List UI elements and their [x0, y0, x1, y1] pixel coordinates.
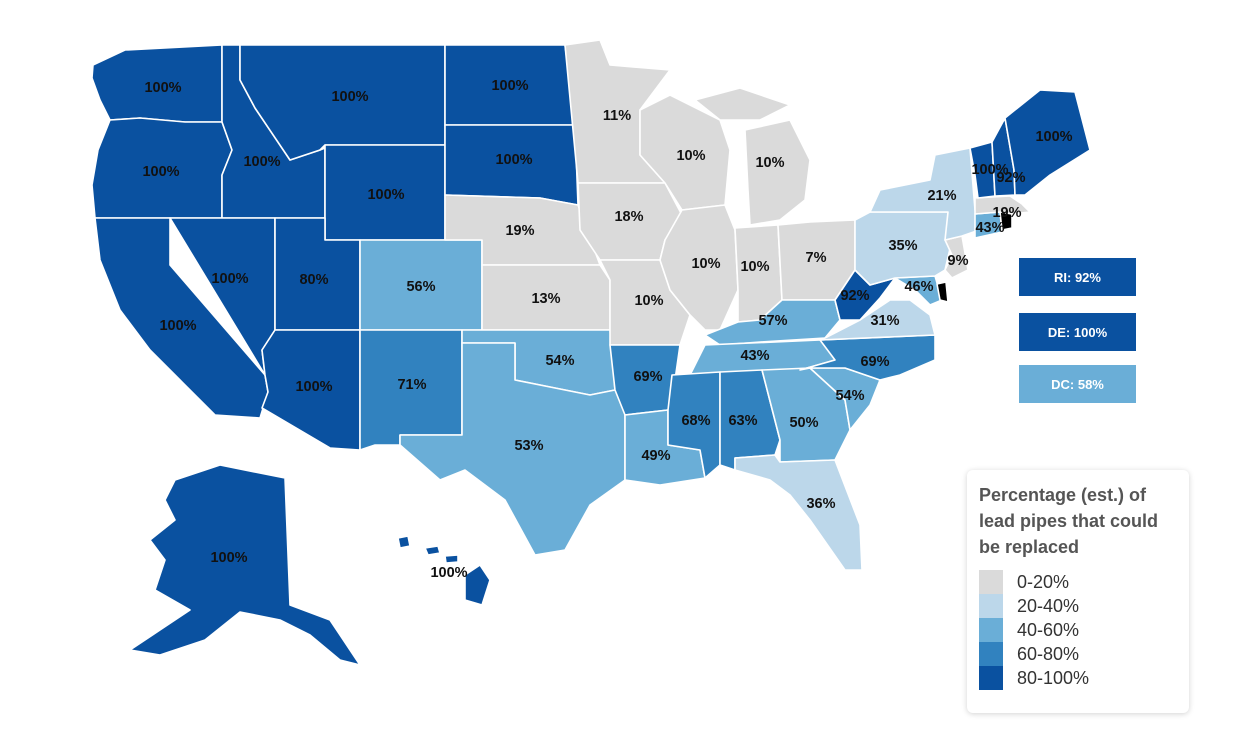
label-ak: 100% [210, 550, 247, 566]
label-il: 10% [691, 256, 720, 272]
legend-item: 0-20% [979, 570, 1177, 594]
legend-label: 60-80% [1017, 643, 1080, 664]
label-co: 56% [406, 279, 435, 295]
label-mi: 10% [755, 155, 784, 171]
legend-swatch [979, 570, 1003, 594]
state-vermont[interactable] [969, 141, 996, 199]
callout-rhode-island: RI: 92% [1019, 258, 1136, 296]
state-michigan[interactable] [744, 119, 811, 226]
label-nh: 92% [996, 170, 1025, 186]
state-california[interactable] [94, 217, 269, 419]
label-va: 31% [870, 313, 899, 329]
label-sc: 54% [835, 388, 864, 404]
state-labels: 100% 100% 100% 100% 100% 100% 100% 80% 1… [142, 78, 1072, 581]
label-ms: 68% [681, 413, 710, 429]
label-nj: 9% [948, 253, 969, 269]
label-mn: 11% [603, 108, 631, 124]
label-ne: 19% [505, 223, 534, 239]
legend-swatch [979, 666, 1003, 690]
callout-district-of-columbia: DC: 58% [1019, 365, 1136, 403]
label-nm: 71% [397, 377, 426, 393]
state-delaware[interactable] [936, 281, 949, 303]
label-ga: 50% [789, 415, 818, 431]
label-ky: 57% [758, 313, 787, 329]
legend-item: 80-100% [979, 666, 1177, 690]
label-wy: 100% [367, 187, 404, 203]
map-legend: Percentage (est.) of lead pipes that cou… [967, 470, 1189, 713]
label-vt: 100% [971, 162, 1008, 178]
legend-label: 0-20% [1017, 571, 1070, 592]
label-or: 100% [142, 164, 179, 180]
label-hi: 100% [430, 565, 467, 581]
label-ia: 18% [614, 209, 643, 225]
state-florida[interactable] [734, 454, 863, 571]
label-ma: 19% [992, 205, 1021, 221]
label-ok: 54% [545, 353, 574, 369]
state-michigan-up[interactable] [694, 87, 791, 121]
label-ny: 21% [927, 188, 956, 204]
label-ct: 43% [975, 220, 1004, 236]
label-oh: 7% [806, 250, 827, 266]
state-hawaii[interactable] [464, 564, 491, 606]
label-id: 100% [243, 154, 280, 170]
label-ar: 69% [633, 369, 662, 385]
label-ut: 80% [299, 272, 328, 288]
state-virginia[interactable] [819, 299, 936, 341]
label-me: 100% [1035, 129, 1072, 145]
label-fl: 36% [806, 496, 835, 512]
label-mo: 10% [634, 293, 663, 309]
state-maine[interactable] [1004, 89, 1091, 196]
label-ca: 100% [159, 318, 196, 334]
label-pa: 35% [888, 238, 917, 254]
label-nc: 69% [860, 354, 889, 370]
label-al: 63% [728, 413, 757, 429]
label-sd: 100% [495, 152, 532, 168]
label-wv: 92% [840, 288, 869, 304]
legend-label: 80-100% [1017, 667, 1090, 688]
label-wi: 10% [676, 148, 705, 164]
state-alaska[interactable] [129, 464, 361, 666]
state-hawaii-islands[interactable] [397, 535, 459, 564]
label-in: 10% [740, 259, 769, 275]
legend-swatch [979, 618, 1003, 642]
state-illinois[interactable] [659, 204, 739, 331]
legend-title: Percentage (est.) of lead pipes that cou… [979, 485, 1159, 557]
legend-item: 60-80% [979, 642, 1177, 666]
legend-item: 40-60% [979, 618, 1177, 642]
state-massachusetts[interactable] [974, 195, 1031, 215]
label-az: 100% [295, 379, 332, 395]
legend-swatch [979, 594, 1003, 618]
label-la: 49% [641, 448, 670, 464]
callout-delaware: DE: 100% [1019, 313, 1136, 351]
legend-item: 20-40% [979, 594, 1177, 618]
state-north-carolina[interactable] [799, 334, 936, 381]
label-tx: 53% [514, 438, 543, 454]
label-tn: 43% [740, 348, 769, 364]
legend-label: 20-40% [1017, 595, 1080, 616]
label-ks: 13% [531, 291, 560, 307]
legend-label: 40-60% [1017, 619, 1080, 640]
label-md: 46% [904, 279, 933, 295]
legend-swatch [979, 642, 1003, 666]
label-nd: 100% [491, 78, 528, 94]
label-wa: 100% [144, 80, 181, 96]
label-mt: 100% [331, 89, 368, 105]
label-nv: 100% [211, 271, 248, 287]
state-texas[interactable] [399, 342, 626, 556]
